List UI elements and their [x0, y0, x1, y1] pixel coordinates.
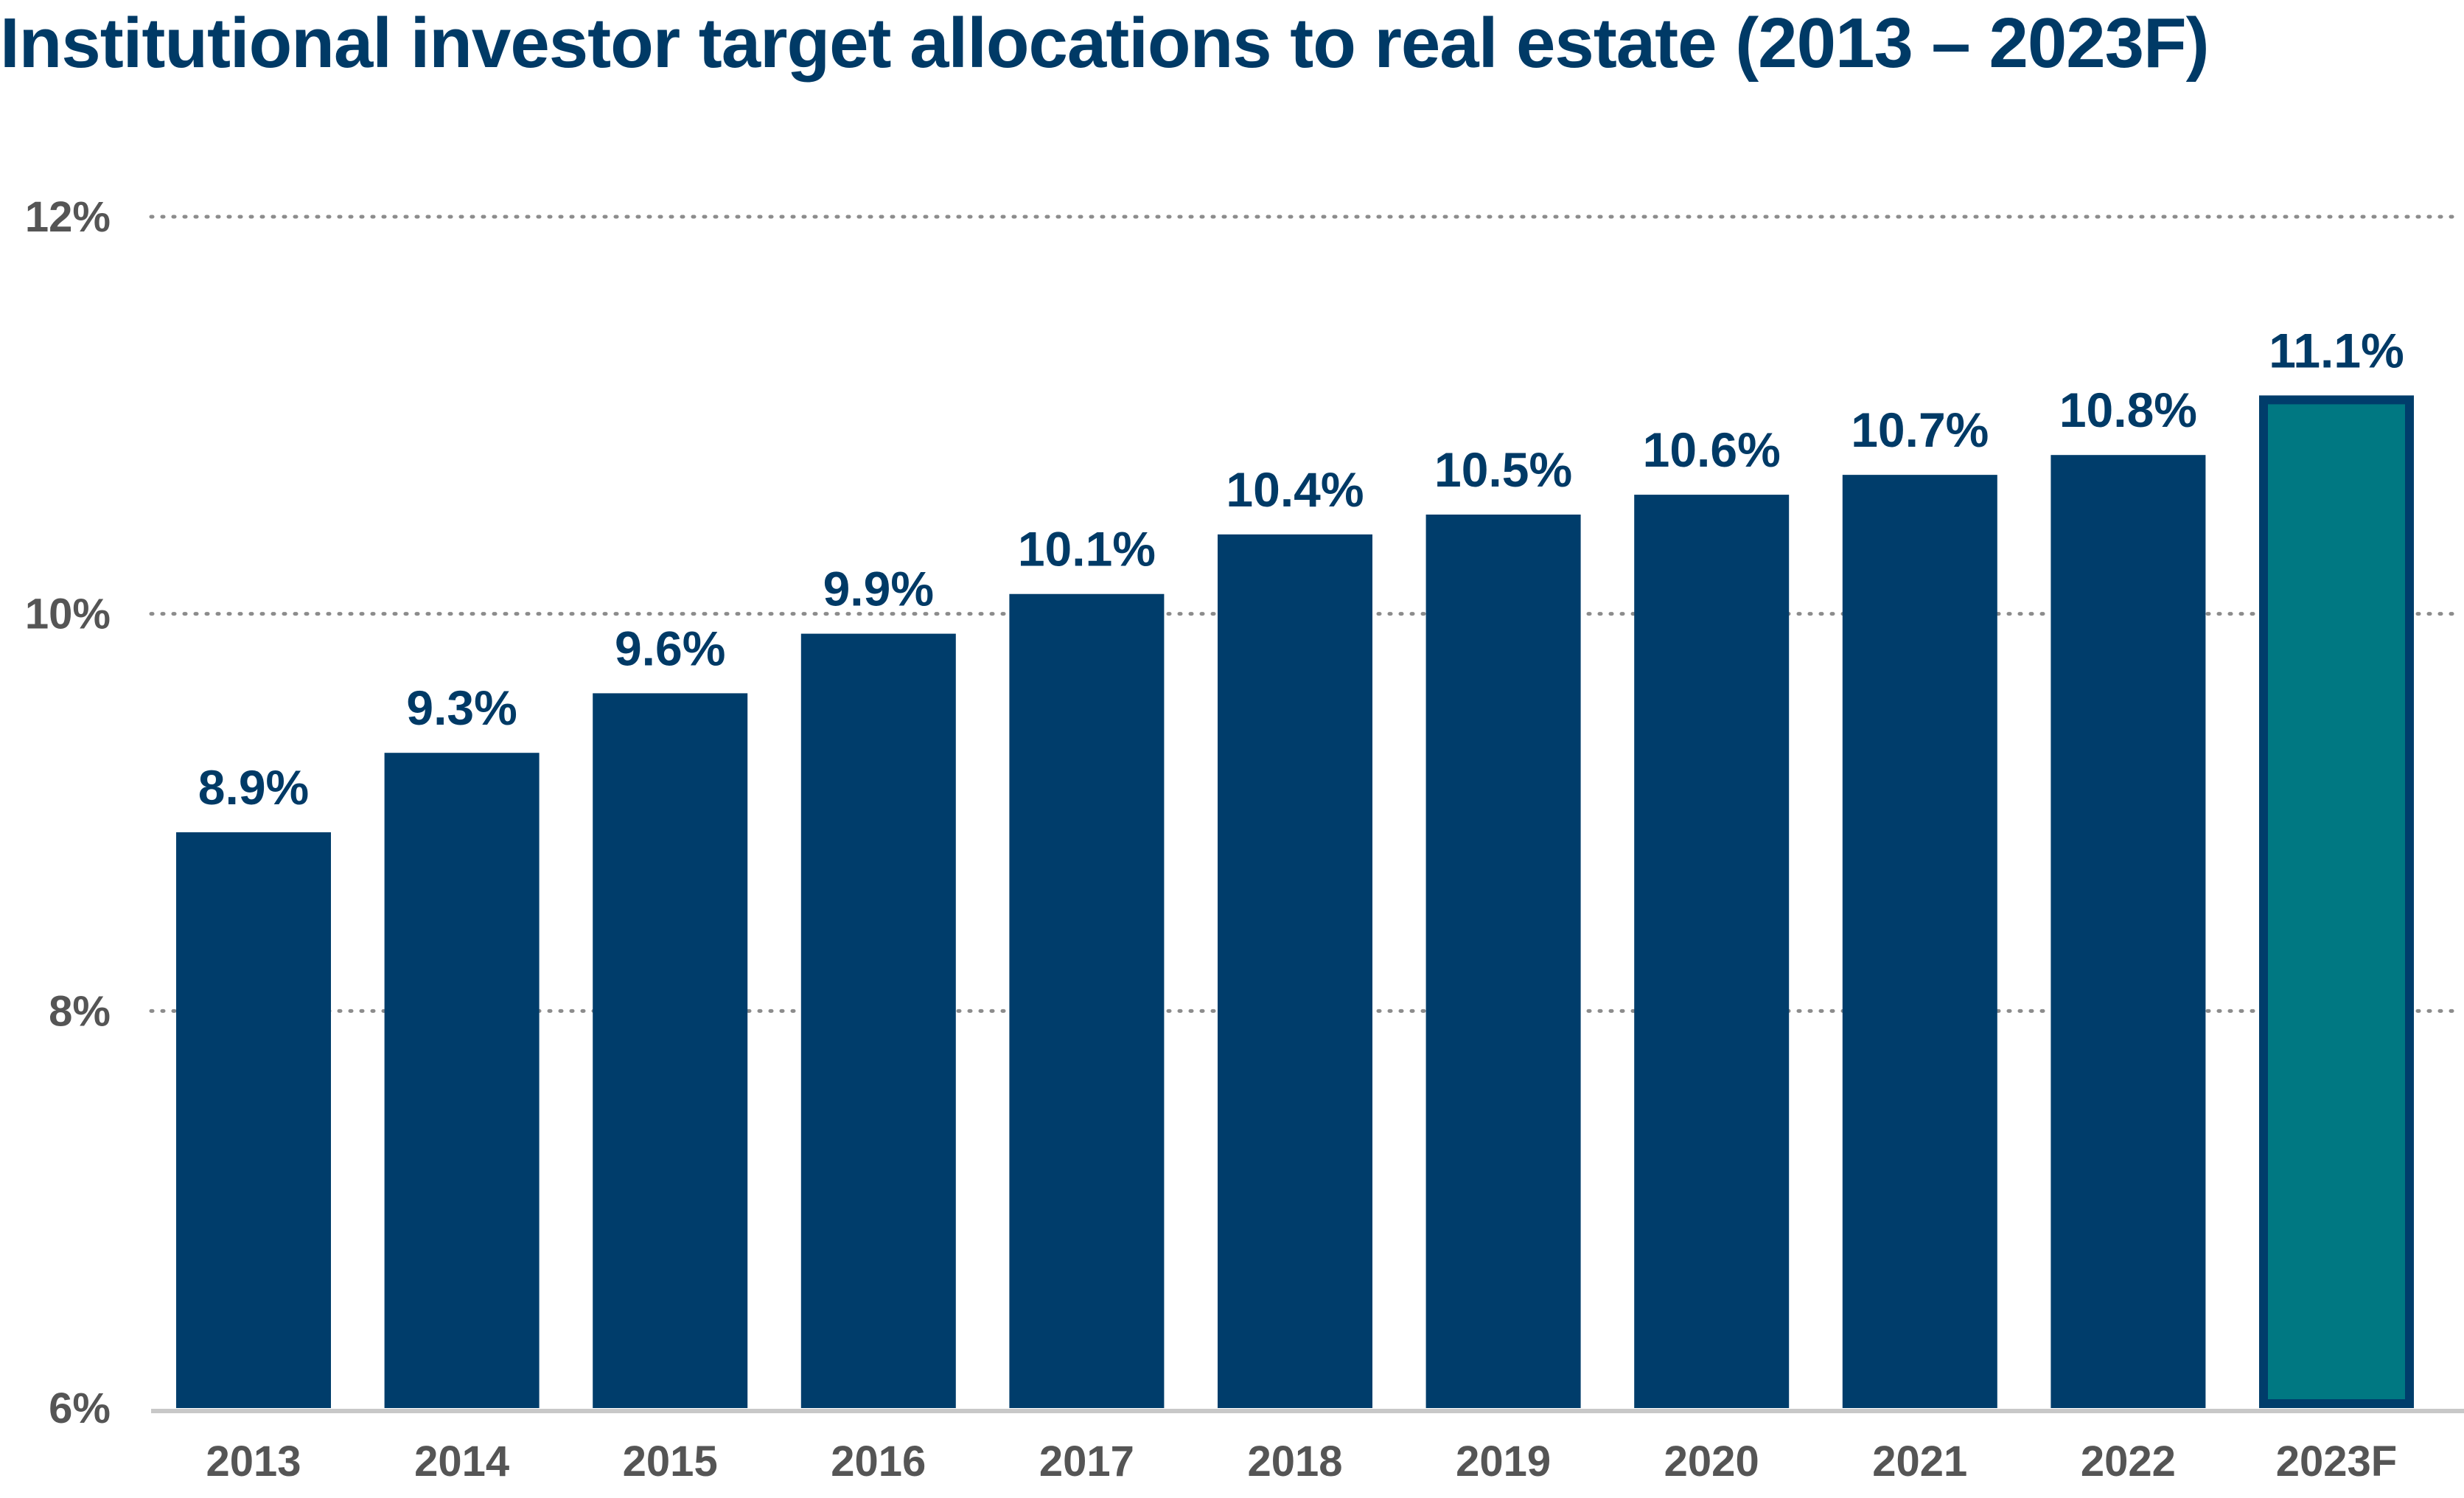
y-tick-label: 8%	[49, 987, 111, 1035]
data-labels: 8.9% 9.3% 9.6% 9.9% 10.1% 10.4% 10.5% 10.6% 10.7…	[198, 323, 2404, 815]
bar	[384, 753, 540, 1408]
x-tick-label: 2020	[1664, 1438, 1759, 1485]
x-tick-label: 2019	[1456, 1438, 1551, 1485]
x-tick-label: 2018	[1247, 1438, 1342, 1485]
y-tick-label: 10%	[25, 591, 111, 638]
x-tick-label: 2014	[414, 1438, 509, 1485]
y-tick-label: 12%	[25, 193, 111, 241]
data-label: 9.6%	[615, 621, 725, 675]
data-label: 9.3%	[406, 680, 517, 735]
bar-forecast	[2259, 395, 2414, 1408]
y-axis-ticks: 6% 8% 10% 12%	[25, 193, 111, 1432]
x-tick-label: 2017	[1039, 1438, 1134, 1485]
data-label: 10.1%	[1018, 522, 1156, 576]
data-label: 10.7%	[1851, 403, 1989, 457]
x-tick-label: 2013	[206, 1438, 301, 1485]
data-label: 8.9%	[198, 760, 309, 815]
bar	[1634, 495, 1790, 1408]
data-label: 9.9%	[823, 562, 934, 616]
data-label: 10.8%	[2059, 383, 2197, 437]
data-label: 10.4%	[1226, 462, 1364, 517]
bar	[1218, 534, 1372, 1408]
bar	[2051, 455, 2206, 1409]
x-tick-label: 2021	[1872, 1438, 1967, 1485]
bars	[176, 395, 2414, 1409]
y-tick-label: 6%	[49, 1384, 111, 1432]
bar	[800, 633, 956, 1408]
data-label: 10.6%	[1643, 422, 1781, 477]
x-tick-label: 2016	[831, 1438, 926, 1485]
data-label: 11.1%	[2269, 323, 2404, 377]
bar	[1842, 475, 1997, 1409]
x-tick-label: 2022	[2081, 1438, 2176, 1485]
bar	[1009, 593, 1165, 1408]
data-label: 10.5%	[1434, 442, 1572, 497]
x-tick-label: 2015	[623, 1438, 718, 1485]
x-tick-label: 2023F	[2276, 1438, 2397, 1485]
bar	[1425, 515, 1581, 1408]
bar	[593, 693, 748, 1408]
chart-title: Institutional investor target allocation…	[0, 4, 2210, 83]
bar	[176, 832, 331, 1408]
x-axis-ticks: 2013 2014 2015 2016 2017 2018 2019 2020 2021 2022…	[206, 1438, 2397, 1485]
